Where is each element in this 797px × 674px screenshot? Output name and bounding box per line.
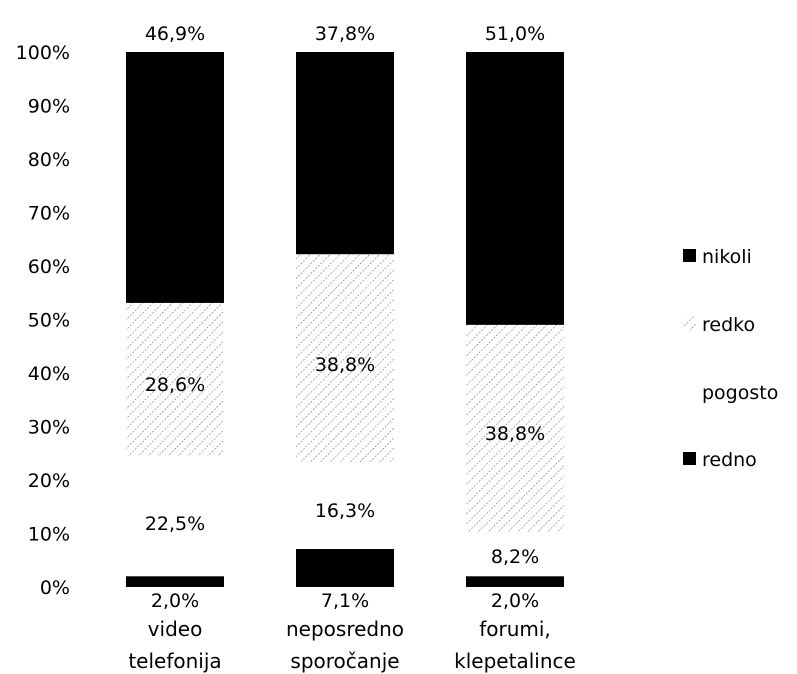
y-tick-label: 80% [28, 149, 70, 171]
legend: nikoli redko pogosto redno [683, 246, 778, 471]
legend-label-redno: redno [702, 449, 757, 471]
data-label-nikoli: 51,0% [485, 23, 545, 45]
data-label-redno: 2,0% [151, 590, 199, 612]
category-label: forumi, [479, 617, 551, 641]
bar-segment-redko [296, 254, 394, 462]
y-tick-label: 60% [28, 256, 70, 278]
legend-label-redko: redko [702, 314, 755, 336]
legend-swatch-redno [683, 452, 696, 465]
data-label-redno: 7,1% [321, 590, 369, 612]
y-tick-label: 30% [28, 417, 70, 439]
category-label: sporočanje [290, 649, 399, 673]
data-label-redno: 2,0% [491, 590, 539, 612]
category-labels: video telefonija neposredno sporočanje forum… [128, 617, 575, 673]
bar-segment-redno [466, 576, 564, 587]
bar-segment-redko [466, 324, 564, 533]
legend-label-pogosto: pogosto [702, 382, 778, 404]
legend-label-nikoli: nikoli [702, 246, 752, 268]
data-label-redko: 28,6% [145, 374, 205, 396]
category-label: video [148, 617, 203, 641]
category-label: telefonija [128, 649, 221, 673]
y-tick-label: 20% [28, 470, 70, 492]
data-label-nikoli: 37,8% [315, 23, 375, 45]
bars: 2,0% 22,5% 28,6% 46,9% 7,1% 16,3% 38,8% 37,8% 2,… [126, 23, 564, 612]
bar-segment-redno [126, 576, 224, 587]
y-tick-label: 100% [16, 42, 70, 64]
bar-segment-nikoli [466, 52, 564, 325]
data-label-redko: 38,8% [485, 423, 545, 445]
y-tick-label: 0% [40, 577, 70, 599]
data-label-pogosto: 16,3% [315, 500, 375, 522]
category-label: klepetalince [454, 649, 576, 673]
y-tick-label: 10% [28, 524, 70, 546]
data-label-nikoli: 46,9% [145, 23, 205, 45]
category-label: neposredno [286, 617, 404, 641]
legend-swatch-nikoli [683, 249, 696, 262]
y-tick-label: 40% [28, 363, 70, 385]
bar-segment-nikoli [296, 52, 394, 255]
y-axis: 0% 10% 20% 30% 40% 50% 60% 70% 80% 90% 100% [16, 42, 70, 599]
bar-segment-redko [126, 302, 224, 456]
bar-segment-redno [296, 549, 394, 587]
y-tick-label: 90% [28, 96, 70, 118]
legend-swatch-redko [683, 317, 696, 330]
bar-segment-nikoli [126, 52, 224, 303]
data-label-pogosto: 8,2% [491, 546, 539, 568]
y-tick-label: 50% [28, 310, 70, 332]
y-tick-label: 70% [28, 203, 70, 225]
data-label-pogosto: 22,5% [145, 513, 205, 535]
data-label-redko: 38,8% [315, 354, 375, 376]
